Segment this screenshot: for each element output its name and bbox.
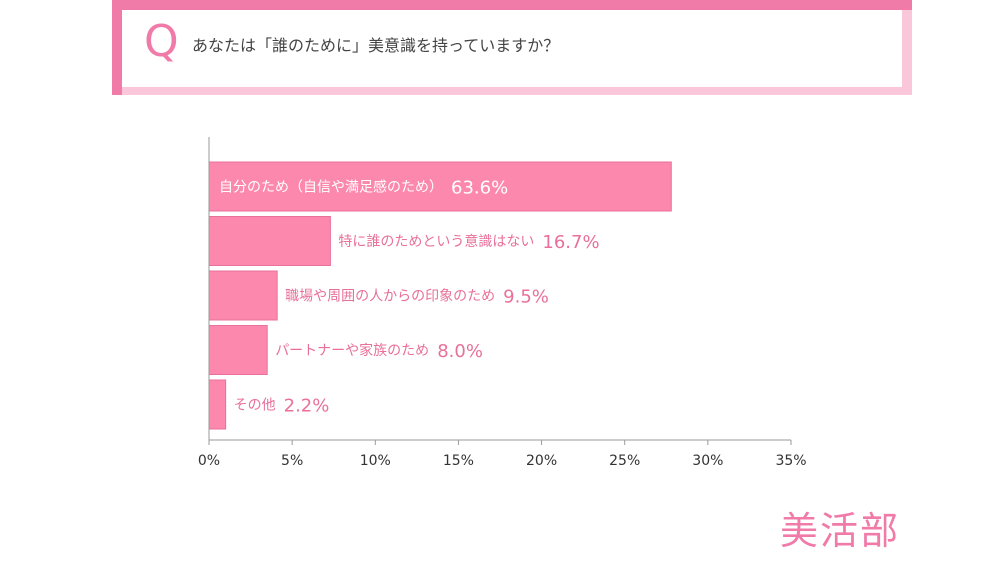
x-tick-label: 20% <box>526 453 557 469</box>
category-label: 特に誰のためという意識はない <box>338 233 534 250</box>
brand-logo: 美活部 <box>780 509 901 553</box>
category-label: その他 <box>234 398 276 414</box>
bar <box>208 379 227 430</box>
category-label: 自分のため（自信や満足感のため） <box>219 179 443 196</box>
value-label: 9.5% <box>503 287 549 308</box>
value-label: 2.2% <box>284 396 330 417</box>
x-tick-label: 30% <box>692 453 723 469</box>
category-label: 職場や周囲の人からの印象のため <box>285 289 495 305</box>
x-tick-label: 5% <box>281 453 303 469</box>
banner-inner <box>122 10 902 87</box>
x-tick-label: 25% <box>609 453 640 469</box>
value-label: 63.6% <box>451 178 508 199</box>
bar <box>208 325 268 375</box>
x-tick-label: 15% <box>443 453 474 469</box>
ticks-layer: 0% 5% 10% 15% 20% 25% 30% 35% <box>198 440 807 469</box>
question-banner: Q あなたは「誰のために」美意識を持っていますか？ <box>112 0 912 95</box>
bars-layer: 自分のため（自信や満足感のため） 63.6% 特に誰のためという意識はない 16.7%… <box>208 161 672 430</box>
x-tick-label: 35% <box>775 453 806 469</box>
value-label: 16.7% <box>542 232 599 253</box>
banner-left-edge <box>112 0 122 95</box>
banner-top-edge <box>112 0 912 10</box>
x-tick-label: 0% <box>198 453 220 469</box>
category-label: パートナーや家族のため <box>275 342 429 359</box>
question-text: あなたは「誰のために」美意識を持っていますか？ <box>192 36 560 55</box>
x-tick-label: 10% <box>360 453 391 469</box>
bar <box>208 161 672 212</box>
bar <box>208 270 278 321</box>
value-label: 8.0% <box>437 341 483 362</box>
axis-layer <box>208 137 791 441</box>
bar <box>208 216 331 266</box>
question-letter: Q <box>144 16 179 67</box>
